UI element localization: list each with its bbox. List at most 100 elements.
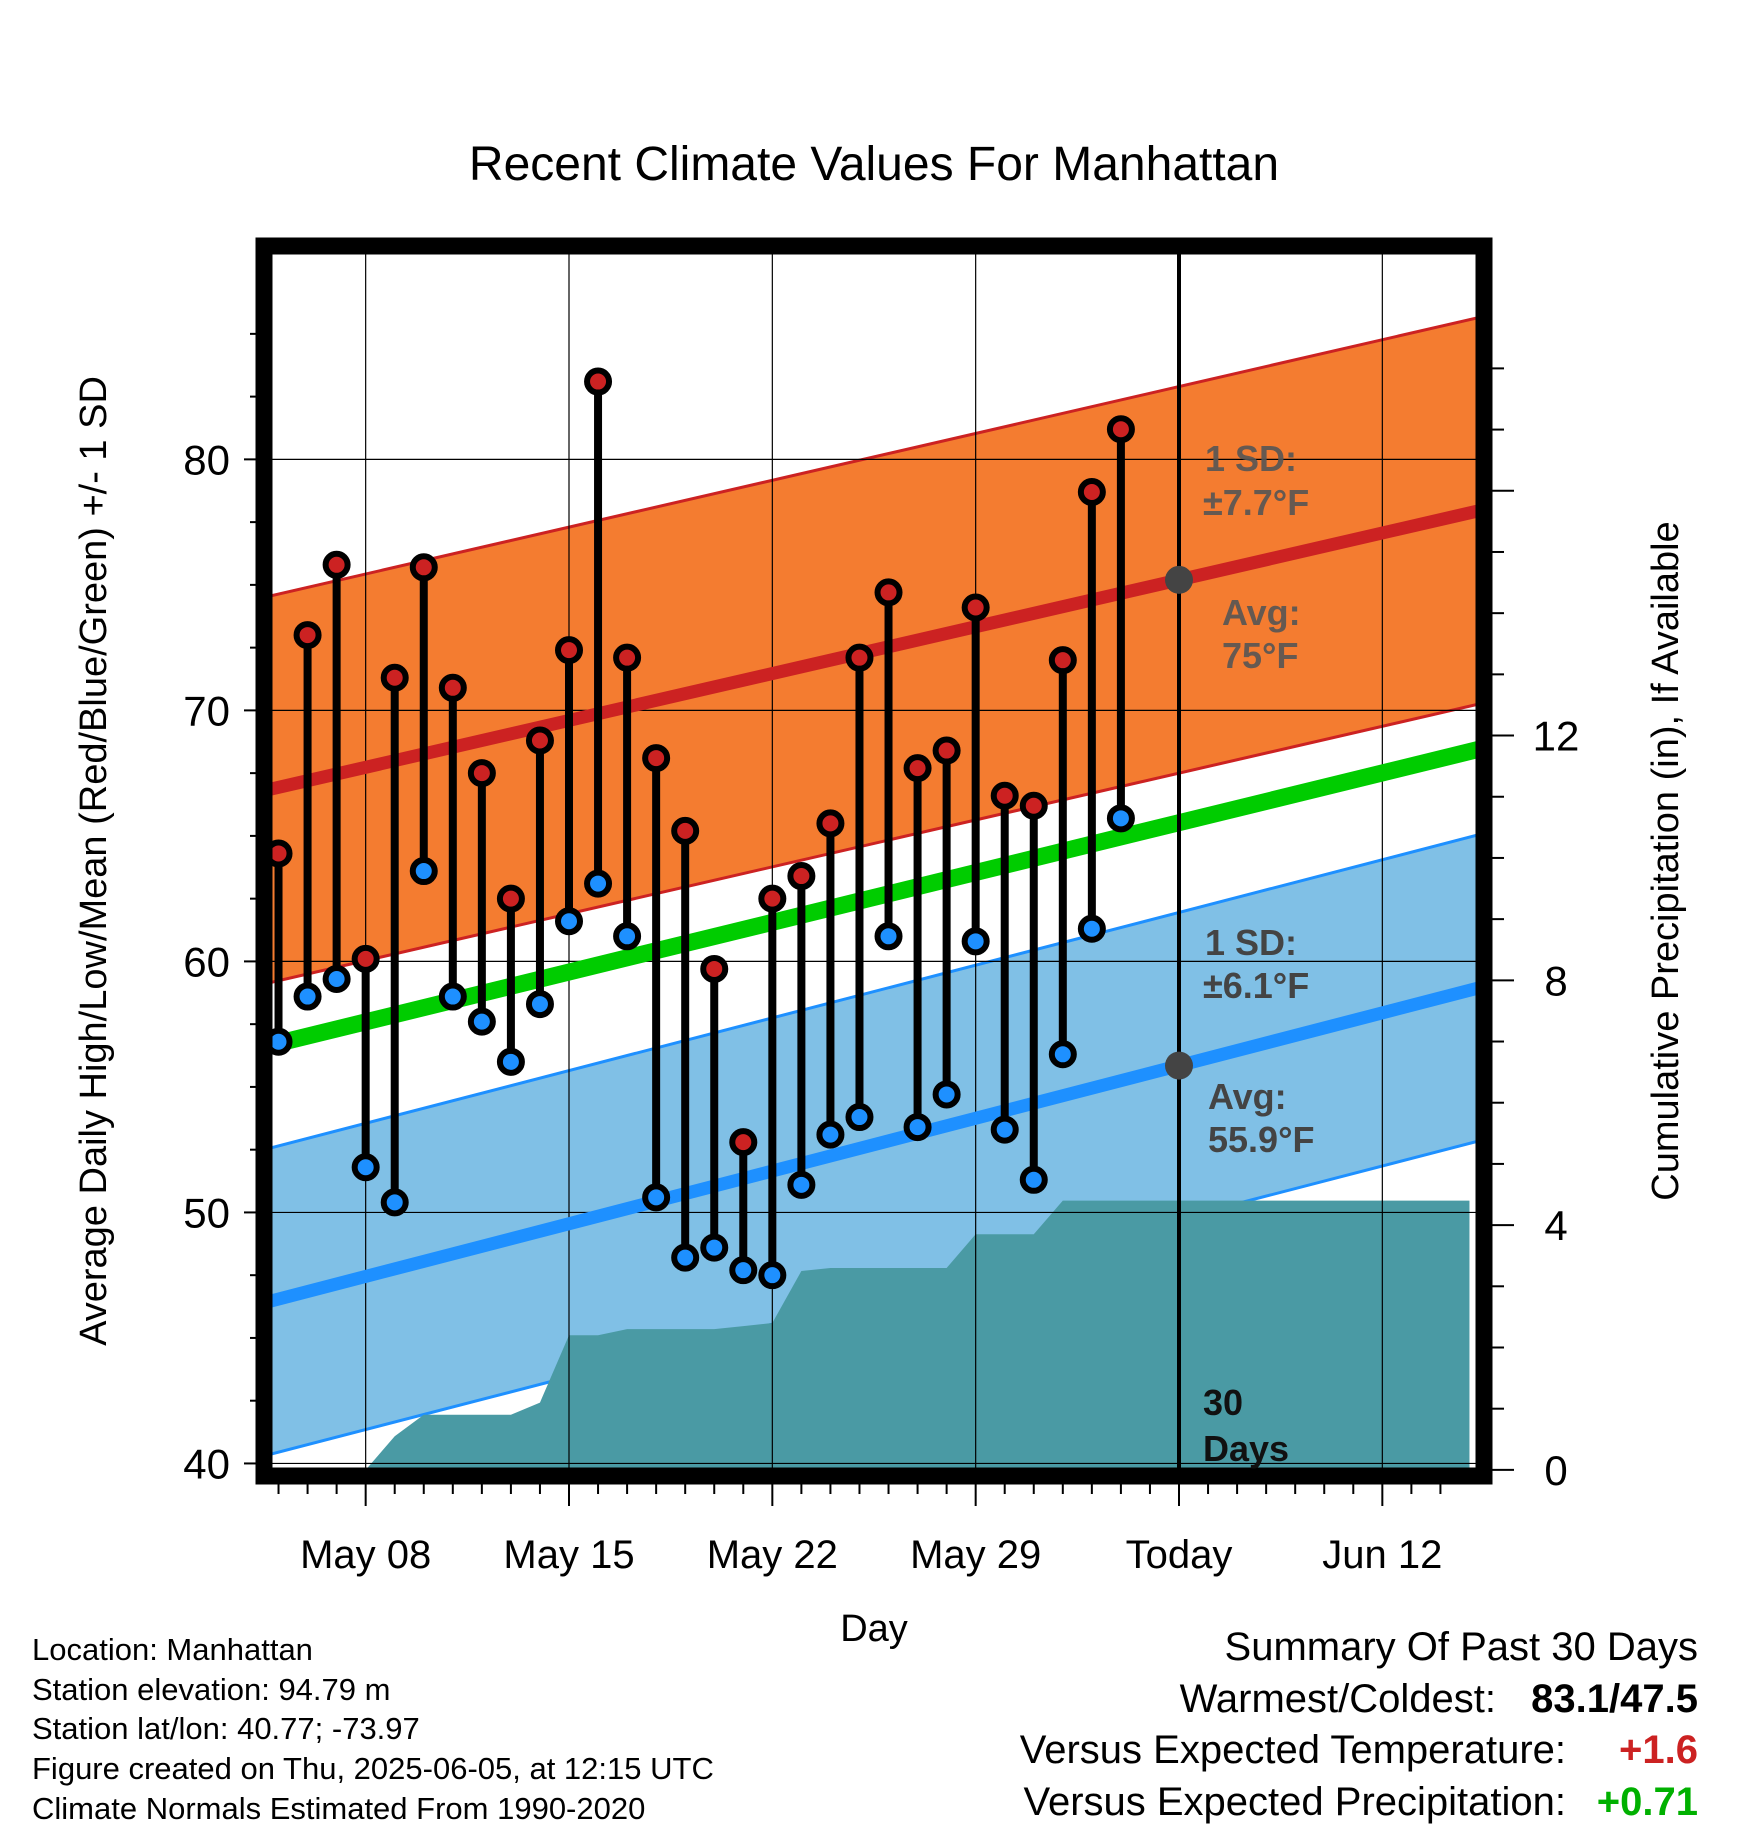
y-tick-label: 80 xyxy=(183,436,230,483)
daily-low-point xyxy=(584,869,613,898)
precip-area xyxy=(264,1200,1470,1476)
daily-low-point xyxy=(322,964,351,993)
high-avg-label: Avg: xyxy=(1222,592,1301,633)
x-tick-label: May 15 xyxy=(503,1533,634,1577)
daily-low-point xyxy=(700,1233,729,1262)
y-axis-label: Average Daily High/Low/Mean (Red/Blue/Gr… xyxy=(73,376,115,1346)
left-axis: 40 50 60 70 80 xyxy=(183,332,256,1487)
daily-low-point xyxy=(758,1261,787,1290)
daily-low-point xyxy=(903,1113,932,1142)
daily-low-point xyxy=(1077,914,1106,943)
daily-low-point xyxy=(932,1080,961,1109)
low-sd-band-upper-edge xyxy=(264,831,1484,1152)
summary-precip-value: +0.71 xyxy=(1597,1780,1698,1824)
bottom-axis: May 08 May 15 May 22 May 29 Today Jun 12 xyxy=(277,1484,1442,1577)
low-sd-value: ±6.1°F xyxy=(1203,965,1309,1006)
info-latlon: Station lat/lon: 40.77; -73.97 xyxy=(32,1711,420,1746)
summary-temp-label: Versus Expected Temperature: xyxy=(1020,1728,1566,1772)
days-label: Days xyxy=(1203,1428,1289,1469)
daily-low-point xyxy=(496,1047,525,1076)
daily-low-point xyxy=(555,907,583,936)
days-count: 30 xyxy=(1203,1382,1243,1423)
low-sd-label: 1 SD: xyxy=(1205,922,1297,963)
plot-frame xyxy=(255,237,1493,1485)
low-avg-marker xyxy=(1165,1051,1193,1080)
daily-low-point xyxy=(613,922,642,951)
summary-title: Summary Of Past 30 Days xyxy=(1225,1625,1698,1669)
y2-tick-label: 12 xyxy=(1533,713,1580,760)
daily-low-point xyxy=(961,927,990,956)
daily-low-point xyxy=(1106,804,1135,833)
daily-low-point xyxy=(729,1256,758,1285)
daily-high-point xyxy=(322,550,351,579)
daily-high-point xyxy=(903,754,932,783)
y-tick-label: 60 xyxy=(183,938,230,985)
high-avg-marker xyxy=(1165,565,1193,594)
low-avg-value: 55.9°F xyxy=(1208,1119,1314,1160)
daily-low-point xyxy=(845,1103,874,1132)
x-axis-label: Day xyxy=(840,1608,908,1650)
daily-low-point xyxy=(380,1188,409,1217)
high-sd-band-lower-edge xyxy=(264,701,1484,986)
summary-extremes-value: 83.1/47.5 xyxy=(1531,1677,1698,1721)
days-annotation: 30 Days xyxy=(1203,1382,1289,1469)
high-sd-value: ±7.7°F xyxy=(1203,482,1309,523)
daily-low-point xyxy=(1019,1165,1048,1194)
daily-high-point xyxy=(961,593,990,622)
y2-tick-label: 0 xyxy=(1544,1447,1567,1494)
summary-box: Summary Of Past 30 Days Warmest/Coldest:… xyxy=(1020,1625,1698,1824)
daily-high-point xyxy=(467,759,496,788)
daily-low-point xyxy=(525,990,554,1019)
daily-low-point xyxy=(816,1120,845,1149)
high-sd-band-upper-edge xyxy=(264,314,1484,599)
x-tick-label: May 22 xyxy=(707,1533,838,1577)
info-created: Figure created on Thu, 2025-06-05, at 12… xyxy=(32,1751,714,1786)
station-info: Location: Manhattan Station elevation: 9… xyxy=(32,1632,714,1826)
daily-high-point xyxy=(729,1128,758,1157)
daily-low-point xyxy=(438,982,467,1011)
daily-high-point xyxy=(787,862,816,891)
daily-low-point xyxy=(351,1153,380,1182)
daily-high-point xyxy=(642,744,671,773)
daily-high-point xyxy=(525,726,554,755)
y-tick-label: 70 xyxy=(183,687,230,734)
normal-high-line xyxy=(264,503,1484,798)
low-avg-label: Avg: xyxy=(1208,1076,1287,1117)
plot-content xyxy=(264,246,1484,1476)
plot-area: 40 50 60 70 80 0 4 8 12 May 08 May 15 May 22 May 29 T… xyxy=(183,237,1580,1577)
daily-high-point xyxy=(816,809,845,838)
y2-axis-label: Cumulative Precipitation (in), If Availa… xyxy=(1645,521,1687,1200)
daily-high-point xyxy=(1019,791,1048,820)
daily-high-point xyxy=(990,781,1019,810)
daily-low-point xyxy=(671,1243,700,1272)
daily-high-point xyxy=(700,954,729,983)
daily-high-point xyxy=(380,663,409,692)
daily-high-point xyxy=(758,884,787,913)
daily-high-point xyxy=(1077,478,1106,506)
info-location: Location: Manhattan xyxy=(32,1632,313,1667)
x-tick-label: Today xyxy=(1126,1533,1233,1577)
daily-high-point xyxy=(351,944,380,973)
summary-precip-label: Versus Expected Precipitation: xyxy=(1023,1780,1566,1824)
daily-low-point xyxy=(642,1183,671,1212)
x-tick-label: May 08 xyxy=(300,1533,431,1577)
x-tick-label: May 29 xyxy=(910,1533,1041,1577)
daily-high-point xyxy=(438,673,467,702)
high-annotations: 1 SD: ±7.7°F Avg: 75°F xyxy=(1203,438,1309,676)
normal-low-line xyxy=(264,980,1484,1310)
daily-high-point xyxy=(584,367,613,396)
daily-high-point xyxy=(293,621,322,650)
daily-low-point xyxy=(467,1007,496,1036)
daily-high-point xyxy=(845,643,874,672)
daily-high-point xyxy=(496,884,525,913)
chart-title: Recent Climate Values For Manhattan xyxy=(469,138,1279,191)
daily-high-point xyxy=(1106,415,1135,444)
y-tick-label: 50 xyxy=(183,1189,230,1236)
y2-tick-label: 4 xyxy=(1544,1202,1567,1249)
daily-high-point xyxy=(932,736,961,765)
daily-high-point xyxy=(555,636,583,665)
right-axis: 0 4 8 12 xyxy=(1492,367,1580,1494)
normal-mean-line xyxy=(264,739,1484,1056)
y2-tick-label: 8 xyxy=(1544,957,1567,1004)
